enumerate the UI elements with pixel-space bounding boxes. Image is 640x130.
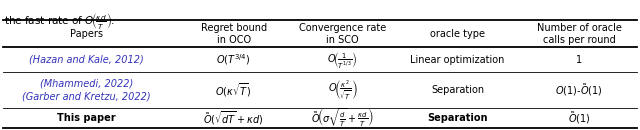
Text: the fast rate of $O\!\left(\frac{\kappa d}{T}\right)$.: the fast rate of $O\!\left(\frac{\kappa … <box>4 11 115 31</box>
Text: Separation: Separation <box>431 85 484 95</box>
Text: Convergence rate
in SCO: Convergence rate in SCO <box>299 23 386 45</box>
Text: oracle type: oracle type <box>430 29 485 39</box>
Text: Papers: Papers <box>70 29 103 39</box>
Text: 1: 1 <box>576 55 582 65</box>
Text: $\tilde{O}(1)$: $\tilde{O}(1)$ <box>568 110 591 126</box>
Text: Separation: Separation <box>428 113 488 123</box>
Text: Regret bound
in OCO: Regret bound in OCO <box>200 23 267 45</box>
Text: (Hazan and Kale, 2012): (Hazan and Kale, 2012) <box>29 55 144 65</box>
Text: Linear optimization: Linear optimization <box>410 55 505 65</box>
Text: $\tilde{O}(\sqrt{dT} + \kappa d)$: $\tilde{O}(\sqrt{dT} + \kappa d)$ <box>203 109 264 127</box>
Text: Number of oracle
calls per round: Number of oracle calls per round <box>537 23 621 45</box>
Text: This paper: This paper <box>57 113 116 123</box>
Text: $\tilde{O}\!\left(\sigma\sqrt{\frac{d}{T}} + \frac{\kappa d}{T}\right)$: $\tilde{O}\!\left(\sigma\sqrt{\frac{d}{T… <box>311 107 374 129</box>
Text: $O(T^{3/4})$: $O(T^{3/4})$ <box>216 53 251 67</box>
Text: $O\!\left(\frac{\kappa^2}{\sqrt{T}}\right)$: $O\!\left(\frac{\kappa^2}{\sqrt{T}}\righ… <box>328 78 357 102</box>
Text: $O\!\left(\frac{1}{T^{1/3}}\right)$: $O\!\left(\frac{1}{T^{1/3}}\right)$ <box>327 50 358 70</box>
Text: (Mhammedi, 2022)
(Garber and Kretzu, 2022): (Mhammedi, 2022) (Garber and Kretzu, 202… <box>22 78 150 102</box>
Text: $O(1)$-$\tilde{O}(1)$: $O(1)$-$\tilde{O}(1)$ <box>556 82 603 98</box>
Text: $O(\kappa\sqrt{T})$: $O(\kappa\sqrt{T})$ <box>216 81 252 99</box>
